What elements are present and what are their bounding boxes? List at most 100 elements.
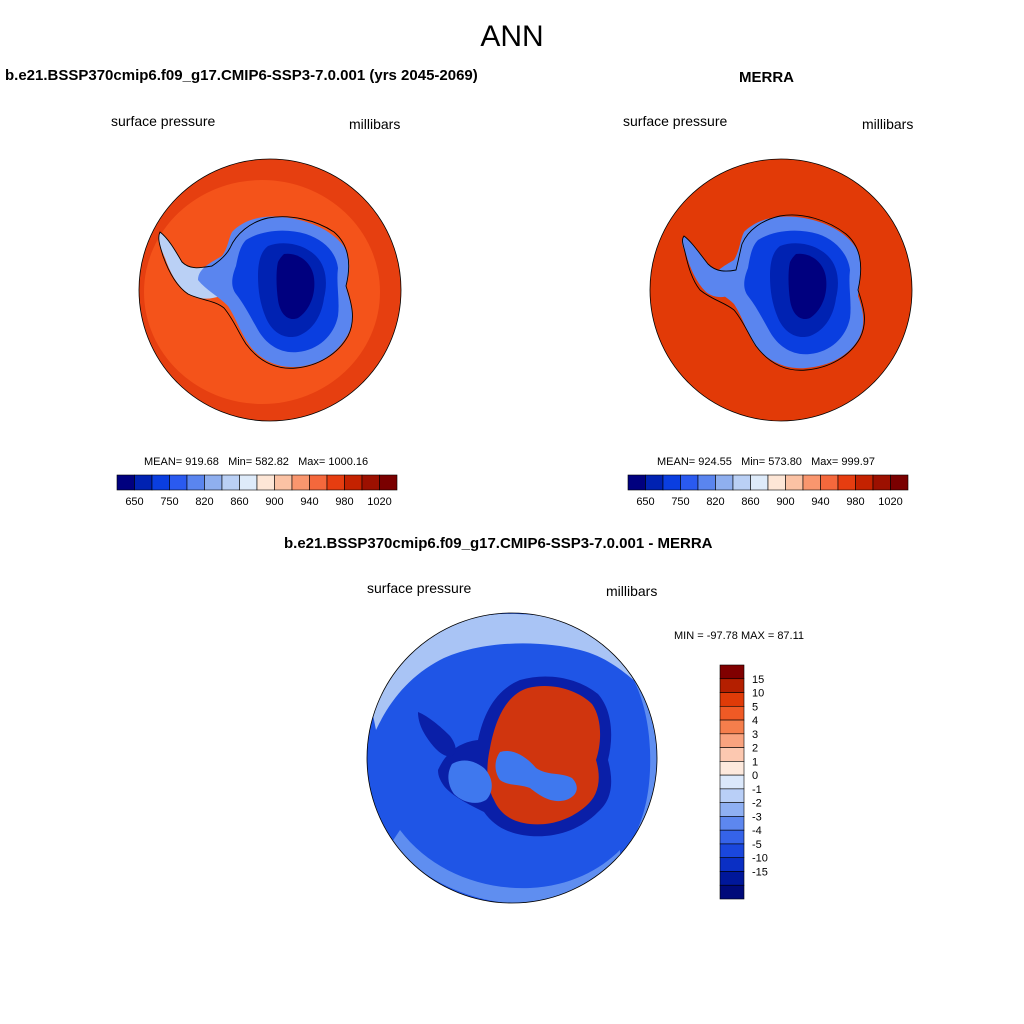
colorbar-model-swatch — [291, 474, 310, 491]
colorbar-diff-tick: -3 — [752, 811, 762, 823]
colorbar-obs-swatch — [697, 474, 716, 491]
panel-title-diff: b.e21.BSSP370cmip6.f09_g17.CMIP6-SSP3-7.… — [284, 535, 713, 552]
diff-land-negative-streaks — [495, 750, 577, 802]
colorbar-model-tick: 820 — [195, 496, 213, 508]
colorbar-diff-tick: 2 — [752, 743, 758, 755]
colorbar-model-tick: 860 — [230, 496, 248, 508]
colorbar-obs-tick: 900 — [776, 496, 794, 508]
units-label-obs: millibars — [862, 116, 914, 132]
map-obs — [650, 159, 912, 421]
colorbar-obs-tick: 820 — [706, 496, 724, 508]
variable-label-obs: surface pressure — [623, 113, 728, 129]
minmax-diff: MIN = -97.78 MAX = 87.11 — [674, 630, 805, 642]
colorbar-obs-tick: 860 — [741, 496, 759, 508]
colorbar-model-swatch — [326, 474, 345, 491]
colorbar-obs-swatch — [645, 474, 664, 491]
colorbar-diff-tick: 0 — [752, 770, 758, 782]
diff-peninsula-coast — [418, 712, 456, 757]
colorbar-diff-swatch — [719, 747, 745, 762]
colorbar-model-swatch — [169, 474, 188, 491]
colorbar-diff-tick: 5 — [752, 701, 758, 713]
colorbar-diff-swatch — [719, 871, 745, 886]
colorbar-obs-swatch — [820, 474, 839, 491]
colorbar-obs-tick: 980 — [846, 496, 864, 508]
colorbar-model-swatch — [379, 474, 398, 491]
colorbar-model-swatch — [151, 474, 170, 491]
diff-light-band-south — [392, 830, 620, 903]
variable-label-diff: surface pressure — [367, 580, 472, 596]
colorbar-obs-swatch — [837, 474, 856, 491]
colorbar-diff-tick: -4 — [752, 825, 762, 837]
colorbar-diff-tick: 15 — [752, 674, 764, 686]
colorbar-model-tick: 1020 — [367, 496, 391, 508]
variable-label-model: surface pressure — [111, 113, 216, 129]
colorbar-diff-swatch — [719, 774, 745, 790]
ice-sheet-plateau-obs — [788, 253, 827, 320]
colorbar-model-swatch — [186, 474, 205, 491]
colorbar-diff-swatch — [719, 692, 745, 707]
colorbar-obs-swatch — [890, 474, 909, 491]
stat-min-model: Min= 582.82 — [228, 456, 289, 468]
colorbar-model-swatch — [116, 474, 135, 491]
colorbar-diff-swatch — [719, 816, 745, 831]
colorbar-diff-swatch — [719, 678, 745, 693]
coastline-model — [158, 216, 353, 369]
diff-peninsula-negative — [448, 760, 492, 803]
ice-sheet-plateau-model — [276, 253, 315, 320]
stat-mean-obs: MEAN= 924.55 — [657, 456, 732, 468]
colorbar-diff-swatch — [719, 857, 745, 872]
colorbar-obs-tick: 650 — [636, 496, 654, 508]
map-model — [139, 159, 401, 421]
stat-min-obs: Min= 573.80 — [741, 456, 802, 468]
page-title: ANN — [480, 20, 544, 53]
coastline-obs — [682, 214, 865, 371]
colorbar-diff-tick: -10 — [752, 853, 768, 865]
colorbar-model-swatch — [361, 474, 380, 491]
diff-outer-pale-band — [370, 613, 657, 730]
colorbar-obs-swatch — [872, 474, 891, 491]
colorbar-model-tick: 940 — [300, 496, 318, 508]
map-border-obs — [649, 158, 913, 422]
colorbar-obs-swatch — [802, 474, 821, 491]
panel-title-obs: MERRA — [739, 69, 794, 86]
colorbar-obs-tick: 1020 — [878, 496, 902, 508]
stat-mean-model: MEAN= 919.68 — [144, 456, 219, 468]
colorbar-obs-swatch — [627, 474, 646, 491]
colorbar-diff-swatch — [719, 829, 745, 845]
colorbar-diff-swatch — [719, 733, 745, 748]
colorbar-obs-swatch — [767, 474, 786, 491]
stat-max-obs: Max= 999.97 — [811, 456, 876, 468]
colorbar-diff-swatch — [719, 788, 745, 803]
colorbar-diff-tick: -5 — [752, 839, 762, 851]
colorbar-diff-swatch — [719, 719, 745, 735]
colorbar-model-swatch — [221, 474, 240, 491]
colorbar-diff-swatch — [719, 843, 745, 859]
colorbar-model-swatch — [204, 474, 223, 491]
panel-title-model: b.e21.BSSP370cmip6.f09_g17.CMIP6-SSP3-7.… — [5, 67, 478, 84]
colorbar-diff-tick: 1 — [752, 756, 758, 768]
units-label-diff: millibars — [606, 583, 658, 599]
stat-max-model: Max= 1000.16 — [298, 456, 369, 468]
colorbar-obs-tick: 940 — [811, 496, 829, 508]
colorbar-diff-swatch — [719, 705, 745, 721]
colorbar-model-swatch — [274, 474, 293, 491]
colorbar-diff-swatch — [719, 802, 745, 817]
colorbar-obs-swatch — [750, 474, 769, 491]
colorbar-obs-tick: 750 — [671, 496, 689, 508]
colorbar-obs-swatch — [715, 474, 734, 491]
colorbar-diff-tick: 4 — [752, 715, 758, 727]
colorbar-model-tick: 900 — [265, 496, 283, 508]
colorbar-obs-swatch — [732, 474, 751, 491]
colorbar-diff-tick: 3 — [752, 729, 758, 741]
colorbar-obs: 650 750 820 860 900 940 980 1020 — [627, 474, 909, 508]
colorbar-obs-swatch — [855, 474, 874, 491]
colorbar-obs-swatch — [662, 474, 681, 491]
colorbar-model-swatch — [256, 474, 275, 491]
stats-model: MEAN= 919.68 Min= 582.82 Max= 1000.16 — [144, 456, 368, 468]
colorbar-model-swatch — [134, 474, 153, 491]
colorbar-diff-tick: -1 — [752, 784, 762, 796]
colorbar-diff-tick: 10 — [752, 688, 764, 700]
colorbar-diff-swatch — [719, 884, 745, 900]
